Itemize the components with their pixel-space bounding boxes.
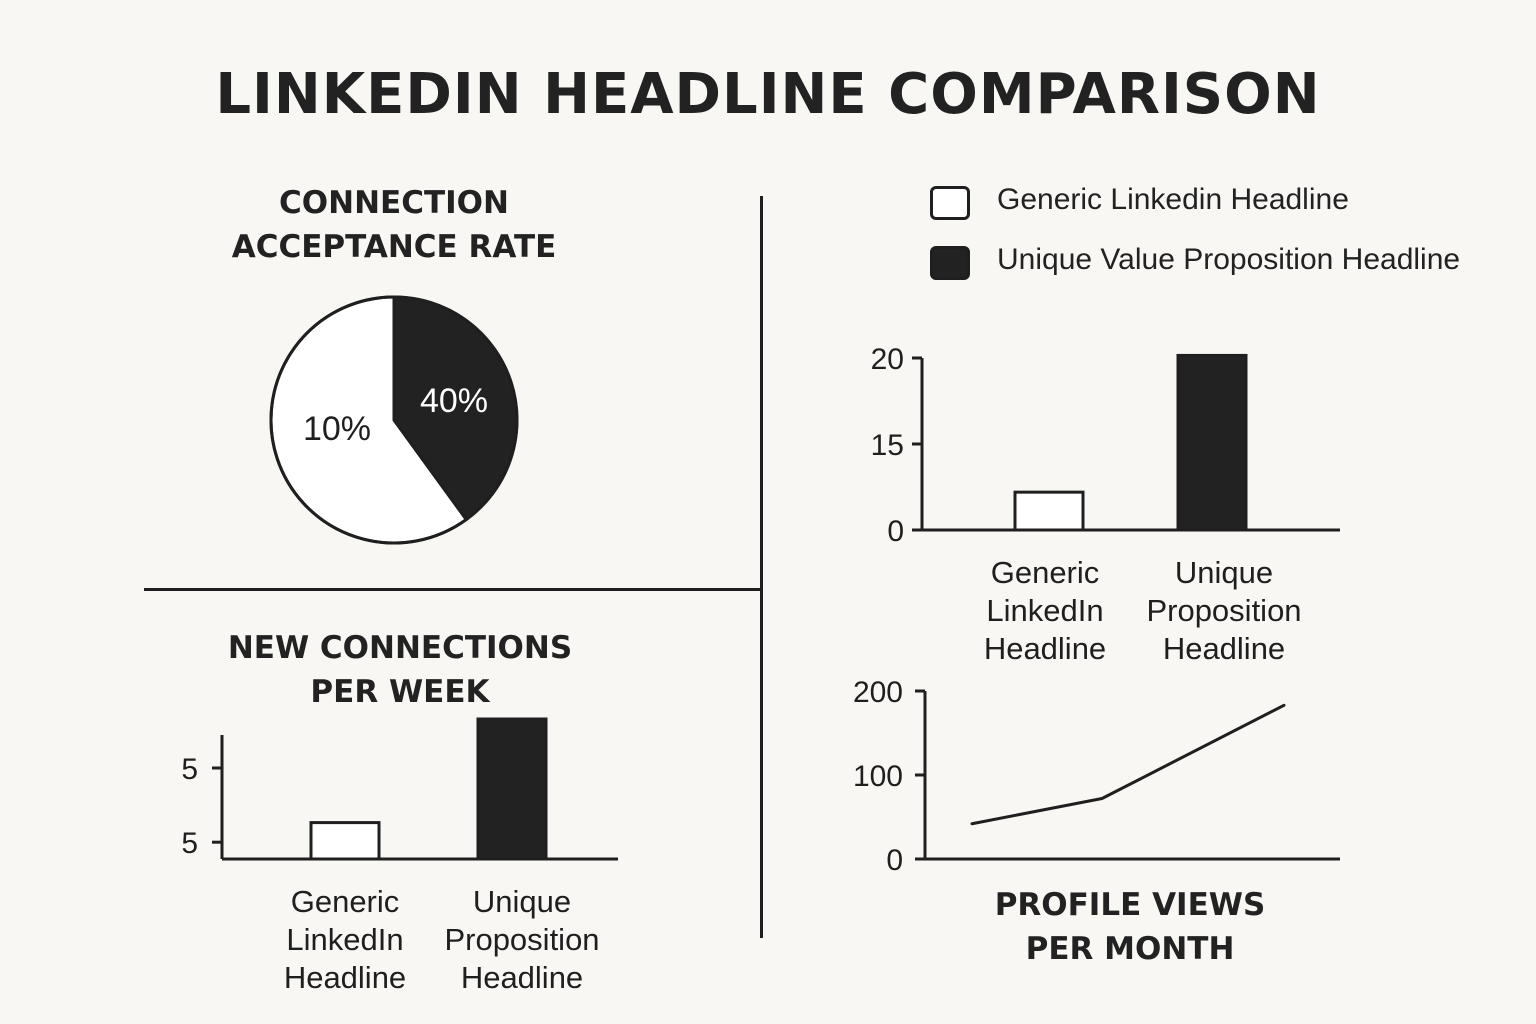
new-connections-title: NEW CONNECTIONS PER WEEK xyxy=(150,626,650,714)
views-y-tick-label: 200 xyxy=(853,676,903,709)
top-right-category-label: Headline xyxy=(1163,631,1285,666)
vertical-divider xyxy=(760,196,763,938)
profile-views-title-line-2: PER MONTH xyxy=(1025,931,1235,967)
connections-y-tick-label: 5 xyxy=(181,827,198,860)
connections-bar-unique xyxy=(476,717,548,861)
connections-category-label: Headline xyxy=(461,960,583,995)
legend-swatch-unique xyxy=(930,246,970,280)
top-right-category-label: LinkedIn xyxy=(986,593,1103,628)
top-right-category-label: Unique xyxy=(1175,555,1273,590)
profile-views-title-line-1: PROFILE VIEWS xyxy=(994,887,1266,923)
top-right-bar-generic xyxy=(1013,490,1085,532)
connections-category-label: Proposition xyxy=(444,922,599,957)
top-right-y-tick-label: 0 xyxy=(887,515,904,548)
acceptance-rate-title-line-2: ACCEPTANCE RATE xyxy=(231,229,557,265)
connections-category-label: Generic xyxy=(291,884,400,919)
connections-y-tick-label: 5 xyxy=(181,753,198,786)
new-connections-title-line-2: PER WEEK xyxy=(310,674,490,710)
acceptance-rate-title: CONNECTION ACCEPTANCE RATE xyxy=(144,181,644,269)
top-right-category-label: Generic xyxy=(991,555,1100,590)
top-right-bar-unique xyxy=(1176,353,1248,532)
pie-label-unique: 40% xyxy=(420,382,488,420)
acceptance-rate-title-line-1: CONNECTION xyxy=(279,185,509,221)
profile-views-title: PROFILE VIEWS PER MONTH xyxy=(880,883,1380,971)
connections-bar-generic xyxy=(309,821,381,861)
new-connections-title-line-1: NEW CONNECTIONS xyxy=(227,630,573,666)
pie-label-generic: 10% xyxy=(303,410,371,448)
top-right-category-label: Proposition xyxy=(1146,593,1301,628)
top-right-y-tick-label: 20 xyxy=(871,343,904,376)
connections-category-label: Headline xyxy=(284,960,406,995)
pie-outline xyxy=(269,295,519,545)
top-right-y-tick-label: 15 xyxy=(871,429,904,462)
legend-swatch-generic xyxy=(930,186,970,220)
connections-category-label: Unique xyxy=(473,884,571,919)
page-title: LINKEDIN HEADLINE COMPARISON xyxy=(215,62,1321,127)
connections-category-label: LinkedIn xyxy=(286,922,403,957)
legend-label-unique: Unique Value Proposition Headline xyxy=(997,243,1461,276)
views-y-tick-label: 100 xyxy=(853,760,903,793)
views-line xyxy=(970,703,1286,826)
horizontal-divider xyxy=(144,588,762,591)
views-y-tick-label: 0 xyxy=(886,844,903,877)
top-right-category-label: Headline xyxy=(984,631,1106,666)
legend-label-generic: Generic Linkedin Headline xyxy=(997,183,1349,216)
